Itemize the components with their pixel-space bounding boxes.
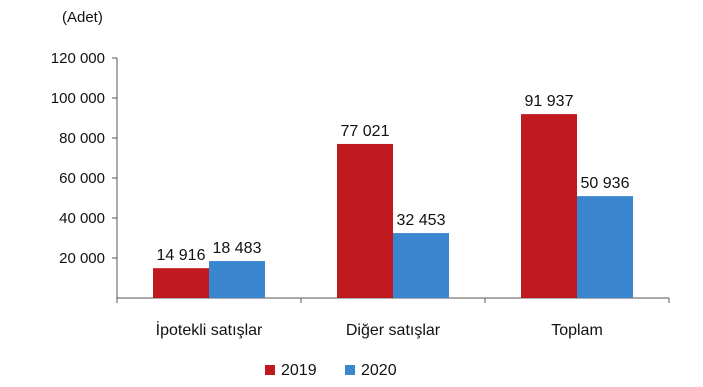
x-axis: İpotekli satışlar Diğer satışlar Toplam [116, 297, 670, 339]
bar-2020 [209, 261, 265, 298]
bars [153, 114, 633, 298]
y-tick-label: 80 000 [59, 130, 105, 147]
data-label-2020: 50 936 [581, 175, 630, 192]
data-label-2020: 32 453 [397, 212, 446, 229]
data-label-2019: 77 021 [341, 123, 390, 140]
data-label-2019: 14 916 [157, 247, 206, 264]
legend-label-2019: 2019 [281, 362, 317, 379]
y-tick-label: 120 000 [51, 50, 105, 67]
unit-label: (Adet) [62, 9, 103, 26]
bar-2019 [521, 114, 577, 298]
bar-2019 [337, 143, 393, 298]
y-tick-label: 20 000 [59, 250, 105, 267]
bar-2020 [393, 233, 449, 298]
bar-2020 [577, 196, 633, 298]
data-labels: 14 916 18 483 77 021 32 453 91 937 50 936 [157, 93, 630, 264]
x-category-label: İpotekli satışlar [156, 320, 263, 339]
x-category-label: Toplam [551, 322, 603, 339]
x-category-label: Diğer satışlar [346, 322, 441, 339]
data-label-2020: 18 483 [213, 240, 262, 257]
bar-2019 [153, 268, 209, 298]
legend-label-2020: 2020 [361, 362, 397, 379]
y-tick-label: 40 000 [59, 210, 105, 227]
legend-swatch-2019 [265, 365, 275, 375]
y-axis: 20 000 40 000 60 000 80 000 100 000 120 000 [51, 50, 118, 298]
legend: 2019 2020 [265, 362, 397, 379]
data-label-2019: 91 937 [525, 93, 574, 110]
legend-swatch-2020 [345, 365, 355, 375]
y-tick-label: 60 000 [59, 170, 105, 187]
y-tick-label: 100 000 [51, 90, 105, 107]
